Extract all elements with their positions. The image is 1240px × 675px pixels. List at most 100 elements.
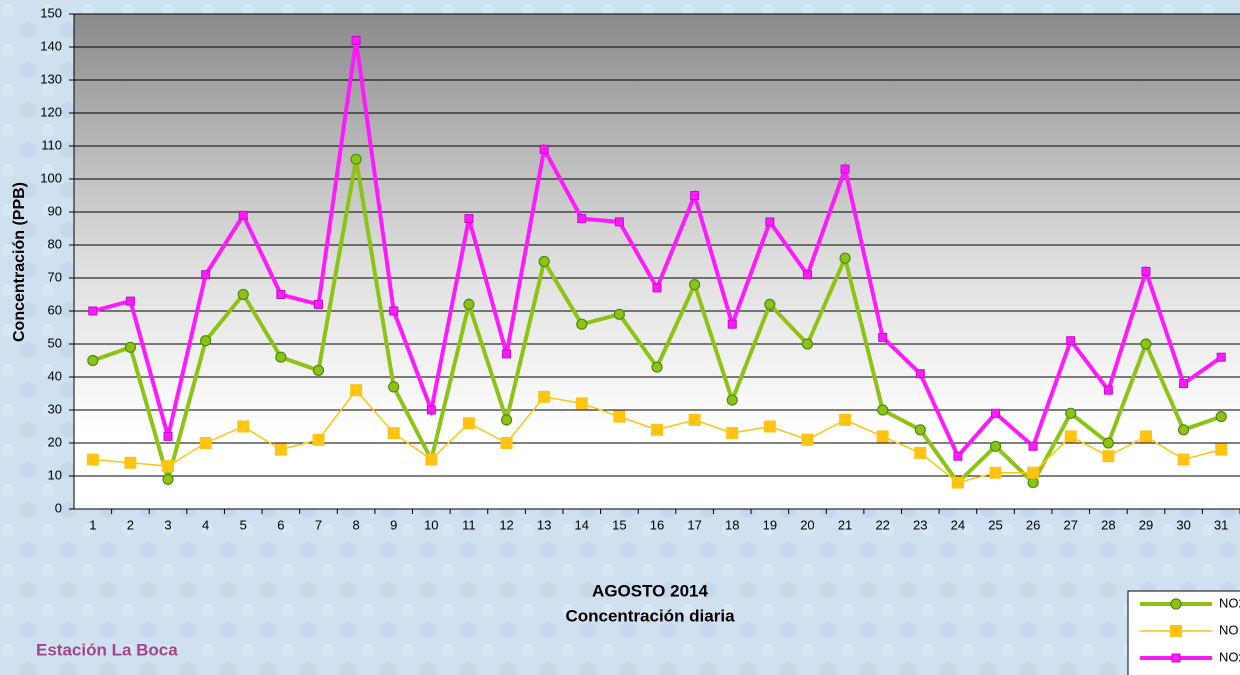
marker [764,421,776,433]
marker [1216,412,1226,422]
marker [1170,625,1182,637]
marker [501,437,513,449]
y-tick-label: 50 [48,335,62,350]
marker [578,215,586,223]
y-tick-label: 60 [48,302,62,317]
y-axis-label: Concentración (PPB) [11,182,28,342]
marker [952,477,964,489]
marker [540,145,548,153]
marker [878,405,888,415]
x-tick-label: 23 [913,517,927,532]
x-tick-label: 31 [1214,517,1228,532]
x-tick-label: 4 [202,517,209,532]
marker [539,257,549,267]
marker [726,427,738,439]
marker [727,395,737,405]
x-tick-label: 2 [127,517,134,532]
y-tick-label: 120 [40,104,62,119]
marker [576,397,588,409]
marker [651,424,663,436]
marker [1103,438,1113,448]
marker [464,299,474,309]
footer: Estación La Boca [36,640,178,659]
x-tick-label: 17 [687,517,701,532]
marker [1104,386,1112,394]
y-tick-label: 140 [40,38,62,53]
marker [765,299,775,309]
marker [427,406,435,414]
marker [1171,599,1181,609]
marker [87,454,99,466]
marker [915,425,925,435]
legend-label: NO2 [1219,595,1240,610]
marker [276,352,286,362]
x-tick-label: 24 [951,517,965,532]
marker [89,307,97,315]
marker [313,365,323,375]
marker [841,165,849,173]
marker [1172,654,1180,662]
marker [200,437,212,449]
y-tick-label: 110 [41,137,62,152]
marker [690,280,700,290]
marker [1029,442,1037,450]
marker [314,300,322,308]
marker [577,319,587,329]
marker [1180,380,1188,388]
marker [351,154,361,164]
marker [202,271,210,279]
marker [389,382,399,392]
marker [839,414,851,426]
marker [463,417,475,429]
marker [914,447,926,459]
marker [992,409,1000,417]
x-tick-label: 14 [575,517,589,532]
y-tick-label: 10 [48,467,62,482]
marker [88,356,98,366]
marker [502,415,512,425]
page: {"chart_data": {"type": "line", "title":… [0,0,1240,675]
marker [653,284,661,292]
marker [954,452,962,460]
marker [803,271,811,279]
marker [801,434,813,446]
marker [916,370,924,378]
marker [879,333,887,341]
x-tick-label: 9 [390,517,397,532]
y-tick-label: 0 [55,500,62,515]
marker [991,441,1001,451]
marker [312,434,324,446]
x-tick-label: 16 [650,517,664,532]
marker [615,218,623,226]
marker [1215,444,1227,456]
x-tick-label: 29 [1139,517,1153,532]
y-tick-label: 100 [40,170,62,185]
x-tick-label: 15 [612,517,626,532]
y-tick-label: 20 [48,434,62,449]
x-tick-label: 7 [315,517,322,532]
marker [1141,339,1151,349]
marker [124,457,136,469]
marker [1065,430,1077,442]
marker [1140,430,1152,442]
x-tick-label: 28 [1101,517,1115,532]
marker [1066,408,1076,418]
marker [239,211,247,219]
marker [840,253,850,263]
marker [275,444,287,456]
marker [277,291,285,299]
y-tick-label: 70 [48,269,62,284]
y-tick-label: 90 [48,203,62,218]
x-tick-label: 26 [1026,517,1040,532]
marker [425,454,437,466]
x-tick-label: 19 [763,517,777,532]
marker [613,411,625,423]
marker [390,307,398,315]
x-tick-label: 27 [1064,517,1078,532]
x-tick-label: 25 [988,517,1002,532]
x-tick-label: 20 [800,517,814,532]
marker [201,336,211,346]
y-tick-label: 80 [48,236,62,251]
marker [1217,353,1225,361]
marker [766,218,774,226]
